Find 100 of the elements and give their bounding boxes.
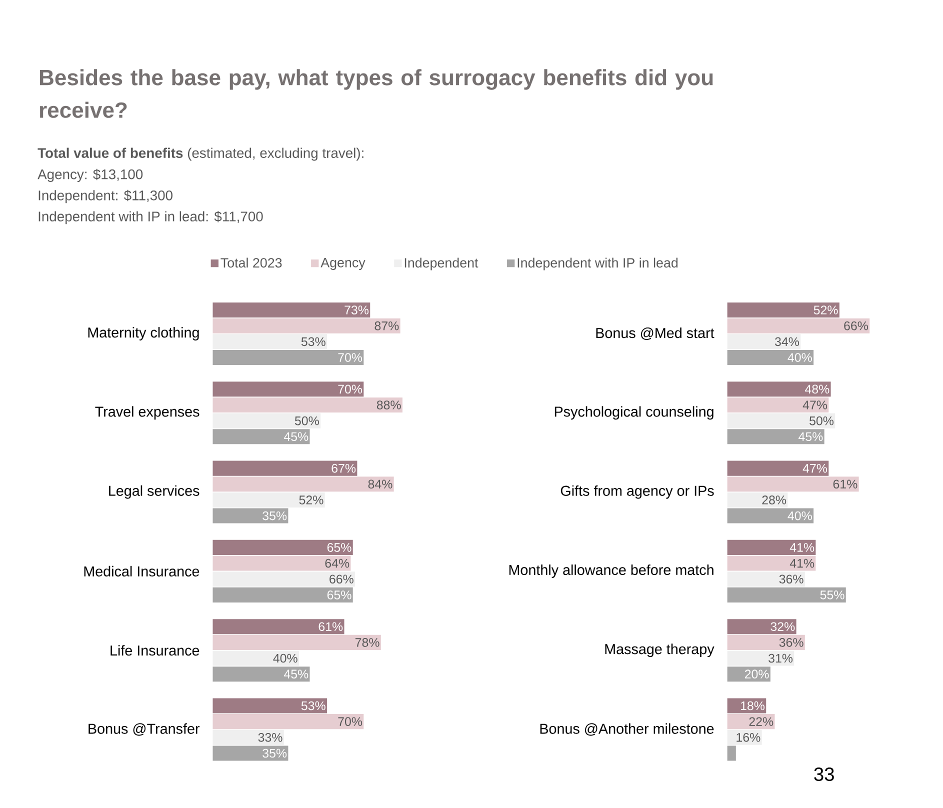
data-label: 45%	[284, 432, 308, 442]
text: Independent: $11,300	[38, 190, 172, 204]
data-label: 36%	[779, 574, 804, 584]
data-label: 35%	[262, 748, 287, 758]
data-label: 40%	[788, 511, 812, 520]
bar	[727, 302, 840, 318]
data-label: 70%	[338, 717, 362, 726]
data-label: 88%	[376, 400, 401, 410]
bar	[212, 619, 344, 634]
bar	[727, 382, 831, 397]
bar	[212, 350, 364, 366]
y-tick-label: Gifts from agency or IPs	[560, 485, 714, 499]
chart-title: Besides the base pay, what types of surrogacy benefits did you receive?	[40, 69, 713, 118]
bar	[727, 334, 801, 350]
data-label: 66%	[330, 574, 354, 584]
y-tick-label: Legal services	[109, 485, 200, 499]
data-label: 22%	[749, 717, 774, 726]
bar	[212, 588, 353, 603]
data-label: 41%	[790, 543, 814, 552]
bar	[727, 429, 824, 444]
legend-label: Total 2023	[220, 258, 282, 268]
data-label: 50%	[810, 416, 834, 426]
bar	[212, 413, 321, 428]
data-label: 55%	[820, 590, 844, 600]
y-tick-label: Medical Insurance	[84, 566, 200, 577]
bar	[727, 698, 766, 714]
data-label: 34%	[775, 337, 800, 346]
data-label: 78%	[355, 638, 380, 647]
bar	[727, 398, 829, 413]
bar	[727, 746, 736, 761]
bar	[727, 492, 788, 508]
bar	[727, 635, 805, 650]
data-label: 31%	[768, 654, 793, 663]
data-label: 67%	[332, 464, 356, 473]
bar	[212, 666, 310, 682]
bar	[212, 540, 353, 556]
y-tick-label: Massage therapy	[605, 644, 714, 658]
data-label: 41%	[790, 559, 814, 568]
y-tick-label: Travel expenses	[95, 406, 200, 420]
data-label: 70%	[338, 384, 362, 394]
data-label: 47%	[802, 464, 828, 473]
text: Independent with IP in lead: $11,700	[38, 211, 263, 224]
bar	[212, 382, 364, 397]
data-label: 52%	[814, 306, 838, 315]
bar	[212, 429, 310, 444]
bar	[727, 540, 816, 556]
data-label: 52%	[299, 496, 324, 504]
bar	[727, 556, 816, 571]
bar	[212, 714, 364, 730]
data-label: 61%	[318, 622, 343, 632]
bar	[212, 746, 288, 761]
data-label: 36%	[779, 638, 804, 647]
bar	[727, 588, 846, 603]
y-tick-label: Life Insurance	[110, 645, 200, 656]
bar	[727, 650, 794, 666]
bar	[212, 460, 358, 476]
data-label: 84%	[368, 480, 392, 489]
data-label: 53%	[301, 701, 326, 710]
bar	[727, 413, 836, 428]
bar	[212, 508, 288, 524]
data-label: 73%	[344, 306, 369, 315]
bar	[212, 334, 328, 350]
data-label: 65%	[327, 590, 352, 600]
bar	[212, 635, 381, 650]
data-label: 45%	[284, 670, 308, 679]
data-label: 45%	[798, 432, 823, 442]
annotation: 33	[814, 768, 834, 782]
chart-subtitle: Total value of benefits (estimated, excluding travel):	[38, 148, 364, 161]
bar	[212, 730, 284, 746]
bar	[212, 556, 351, 571]
bar	[727, 460, 829, 476]
y-tick-label: Bonus @Med start	[596, 328, 714, 340]
data-label: 47%	[802, 400, 828, 410]
bar	[727, 508, 814, 524]
bar	[212, 318, 400, 334]
data-label: 35%	[262, 511, 287, 520]
bar	[212, 302, 370, 318]
data-label: 53%	[301, 337, 326, 346]
y-tick-label: Psychological counseling	[554, 406, 714, 420]
data-label: 40%	[273, 654, 298, 663]
data-label: 65%	[327, 543, 352, 552]
bar	[727, 714, 775, 730]
data-label: 18%	[740, 701, 765, 710]
data-label: 20%	[744, 670, 769, 679]
bar	[212, 572, 356, 587]
bar	[727, 350, 814, 366]
y-tick-label: Bonus @Transfer	[88, 723, 200, 736]
legend-label: Independent	[404, 258, 478, 270]
data-label: 40%	[788, 353, 812, 362]
text: Agency: $13,100	[38, 168, 143, 182]
bar	[727, 572, 805, 587]
bar	[212, 492, 325, 508]
data-label: 70%	[338, 353, 362, 362]
bar	[212, 650, 299, 666]
bar	[212, 398, 402, 413]
data-label: 48%	[804, 384, 830, 394]
data-label: 61%	[833, 480, 858, 489]
data-label: 33%	[258, 733, 282, 742]
data-label: 50%	[294, 416, 319, 426]
bar	[212, 476, 394, 492]
